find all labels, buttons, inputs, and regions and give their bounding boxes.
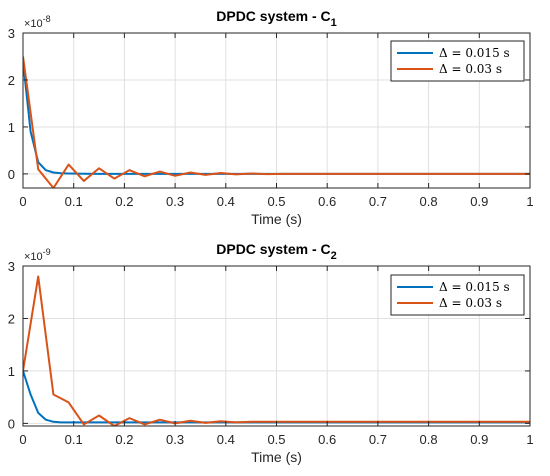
y-exponent-label: ×10-8 [24, 14, 51, 30]
chart-title: DPDC system - C2 [216, 241, 337, 262]
series-line-2 [23, 56, 530, 188]
plot-panel-1: 0 0.1 0.2 0.3 0.4 0.5 0.6 0.7 0.8 0.9 1 0 1 2 3 ×10-8 DP… [8, 8, 534, 227]
y-tick-label: 1 [8, 364, 15, 379]
legend-entry-1: Δ = 0.015 s [439, 46, 510, 60]
x-tick-label: 0 [19, 432, 26, 447]
x-tick-label: 0.7 [369, 194, 387, 209]
y-exponent-power: -9 [43, 247, 51, 257]
x-tick-label: 0.6 [318, 432, 336, 447]
x-tick-label: 0.3 [166, 432, 184, 447]
x-tick-label: 0.6 [318, 194, 336, 209]
x-axis-label: Time (s) [251, 211, 302, 227]
legend-entry-2: Δ = 0.03 s [439, 62, 502, 76]
x-axis-label: Time (s) [251, 449, 302, 465]
legend: Δ = 0.015 s Δ = 0.03 s [390, 40, 525, 82]
x-tick-label: 0.9 [470, 432, 488, 447]
y-exponent-label: ×10-9 [24, 247, 51, 263]
chart-title-main: DPDC system - C [216, 241, 330, 257]
x-tick-label: 0.2 [115, 432, 133, 447]
x-tick-label: 0.4 [217, 194, 235, 209]
y-exponent-power: -8 [43, 14, 51, 24]
chart-title-main: DPDC system - C [216, 8, 330, 24]
chart-title-subscript: 1 [331, 17, 337, 29]
y-tick-label: 0 [8, 416, 15, 431]
x-tick-label: 0 [19, 194, 26, 209]
legend-entry-2: Δ = 0.03 s [439, 296, 502, 310]
legend-entry-1: Δ = 0.015 s [439, 280, 510, 294]
x-tick-label: 0.1 [65, 432, 83, 447]
legend-box [390, 40, 525, 82]
x-tick-label: 0.7 [369, 432, 387, 447]
x-tick-label: 0.4 [217, 432, 235, 447]
plot-panel-2: 0 0.1 0.2 0.3 0.4 0.5 0.6 0.7 0.8 0.9 1 0 1 2 3 ×10-9 DP… [8, 241, 534, 465]
x-tick-label: 0.8 [420, 194, 438, 209]
legend: Δ = 0.015 s Δ = 0.03 s [390, 274, 525, 316]
y-tick-label: 2 [8, 73, 15, 88]
x-tick-label: 0.8 [420, 432, 438, 447]
x-tick-label: 0.5 [267, 432, 285, 447]
series-line-2 [23, 275, 530, 426]
chart-title-subscript: 2 [331, 250, 337, 262]
y-tick-label: 1 [8, 120, 15, 135]
x-tick-label: 0.9 [470, 194, 488, 209]
x-tick-label: 0.2 [115, 194, 133, 209]
x-tick-label: 0.3 [166, 194, 184, 209]
y-tick-label: 3 [8, 26, 15, 41]
legend-box [390, 274, 525, 316]
y-tick-label: 2 [8, 311, 15, 326]
y-tick-label: 0 [8, 167, 15, 182]
x-tick-label: 1 [526, 194, 533, 209]
x-tick-label: 0.5 [267, 194, 285, 209]
x-tick-label: 1 [526, 432, 533, 447]
chart-title: DPDC system - C1 [216, 8, 337, 29]
x-tick-label: 0.1 [65, 194, 83, 209]
y-tick-label: 3 [8, 259, 15, 274]
